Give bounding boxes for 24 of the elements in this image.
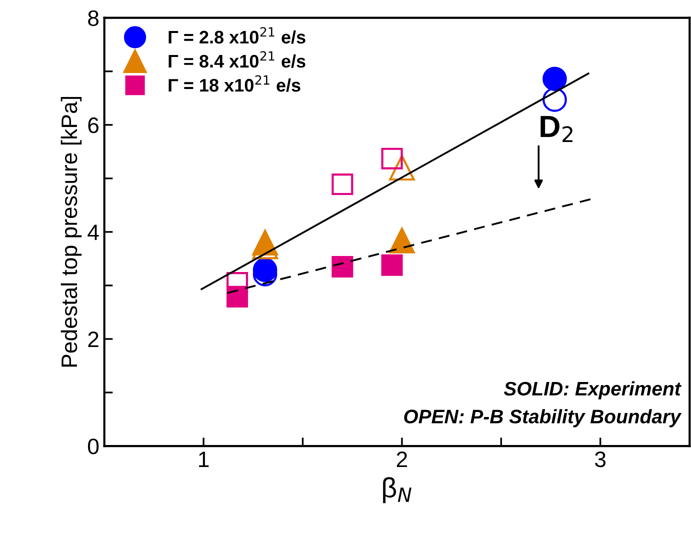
- annotation: D$_{2}$: [540, 116, 572, 142]
- point: [332, 256, 354, 278]
- point: [542, 88, 567, 112]
- y-tick-label: 6: [88, 117, 99, 134]
- y-axis-title: Pedestal top pressure [kPa]: [60, 97, 82, 367]
- y-tick-label: 4: [88, 224, 99, 240]
- legend-label: Γ = 2.8 x10$^{21}$ e/s: [168, 27, 306, 44]
- x-tick-label: 1: [199, 452, 209, 468]
- point: [381, 254, 403, 276]
- point: [226, 272, 248, 294]
- point: [332, 174, 354, 196]
- x-tick-label: 2: [396, 451, 408, 468]
- y-tick-label: 0: [88, 438, 99, 454]
- y-tick-label: 2: [88, 332, 98, 348]
- legend-label: Γ = 8.4 x10$^{21}$ e/s: [168, 51, 306, 68]
- annotation: SOLID: Experiment: [504, 381, 682, 400]
- point: [389, 154, 415, 181]
- y-tick-label: 8: [88, 10, 99, 26]
- point: [542, 66, 567, 91]
- x-axis-title: β$_{N}$: [383, 477, 412, 504]
- x-tick-label: 3: [595, 451, 606, 468]
- point: [389, 228, 415, 254]
- legend-label: Γ = 18 x10$^{21}$ e/s: [168, 75, 300, 92]
- annotation: OPEN: P-B Stability Boundary: [404, 409, 682, 428]
